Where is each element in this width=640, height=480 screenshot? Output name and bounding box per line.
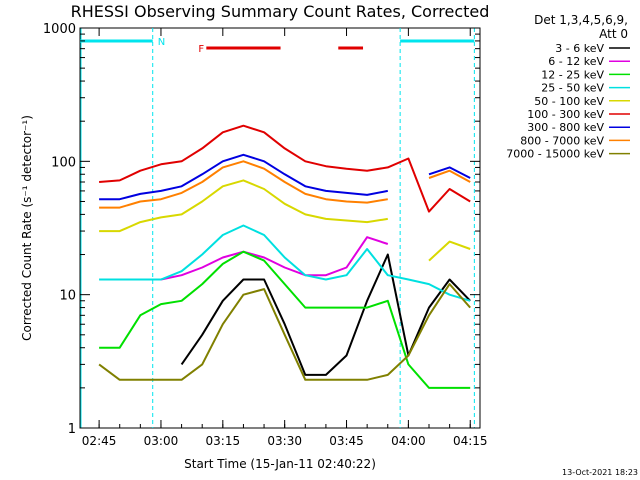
series-line-3 xyxy=(99,250,471,389)
series-line-7 xyxy=(99,153,471,201)
flag-N-label: N xyxy=(158,37,165,48)
series-line-1 xyxy=(180,253,471,376)
x-tick-label-4: 03:30 xyxy=(267,434,302,448)
y-tick-label-1: 1 xyxy=(68,422,76,437)
y-axis-ticks: 1 10 100 1000 xyxy=(43,22,480,437)
x-tick-label-5: 03:45 xyxy=(329,434,364,448)
x-axis-ticks: 02:45 03:00 03:15 03:30 03:45 04:00 04:15 xyxy=(82,28,488,448)
series-line-6 xyxy=(99,124,471,213)
flag-F-label: F xyxy=(198,44,204,55)
chart-title: RHESSI Observing Summary Count Rates, Co… xyxy=(71,2,490,21)
flag-bars: NF xyxy=(80,37,475,55)
legend-label-4: 25 - 50 keV xyxy=(541,82,604,95)
legend-label-9: 7000 - 15000 keV xyxy=(506,148,604,161)
series-line-8 xyxy=(99,160,471,209)
y-tick-label-4: 1000 xyxy=(43,22,76,37)
legend-header-line-1: Det 1,3,4,5,6,9, xyxy=(534,13,628,27)
legend-label-5: 50 - 100 keV xyxy=(534,95,604,108)
series-line-9 xyxy=(98,283,471,381)
plot-frame xyxy=(79,27,481,429)
x-tick-label-7: 04:15 xyxy=(453,434,488,448)
series-line-2 xyxy=(160,236,389,281)
legend-label-7: 300 - 800 keV xyxy=(527,121,604,134)
series-line-5 xyxy=(99,179,471,262)
series-lines xyxy=(98,124,471,389)
legend-label-2: 6 - 12 keV xyxy=(548,55,604,68)
y-axis-label: Corrected Count Rate (s⁻¹ detector⁻¹) xyxy=(20,115,34,341)
legend-label-1: 3 - 6 keV xyxy=(555,42,604,55)
legend-header-line-2: Att 0 xyxy=(599,27,628,41)
legend-label-8: 800 - 7000 keV xyxy=(520,134,604,147)
legend-label-6: 100 - 300 keV xyxy=(527,108,604,121)
vertical-markers xyxy=(80,28,475,428)
y-tick-label-3: 100 xyxy=(51,155,76,170)
x-tick-label-1: 02:45 xyxy=(82,434,117,448)
y-tick-label-2: 10 xyxy=(59,289,76,304)
x-tick-label-3: 03:15 xyxy=(206,434,241,448)
x-tick-label-2: 03:00 xyxy=(144,434,179,448)
x-axis-label: Start Time (15-Jan-11 02:40:22) xyxy=(184,457,376,471)
series-line-4 xyxy=(99,224,471,302)
timestamp: 13-Oct-2021 18:23 xyxy=(562,468,638,477)
legend-label-3: 12 - 25 keV xyxy=(541,68,604,81)
x-tick-label-6: 04:00 xyxy=(391,434,426,448)
